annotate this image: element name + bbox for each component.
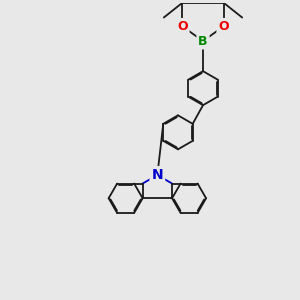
Text: B: B bbox=[198, 34, 208, 48]
Text: O: O bbox=[218, 20, 229, 33]
Text: N: N bbox=[152, 168, 163, 182]
Text: O: O bbox=[177, 20, 188, 33]
